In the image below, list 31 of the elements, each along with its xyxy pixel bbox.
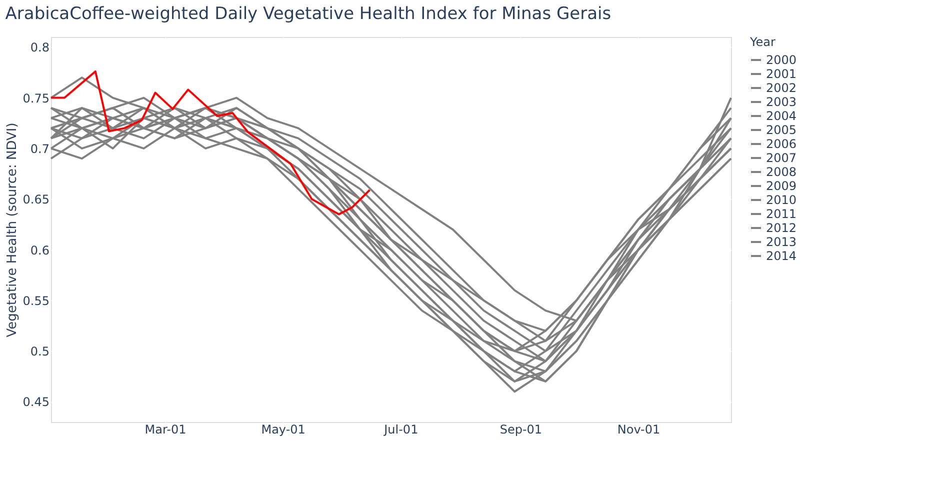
- y-tick-label: 0.75: [22, 91, 50, 106]
- y-tick-label: 0.6: [30, 243, 50, 258]
- x-tick-label: Jul-01: [383, 422, 418, 436]
- y-tick-label: 0.8: [30, 40, 50, 55]
- x-tick-label: Nov-01: [617, 422, 660, 436]
- legend-label: 2010: [766, 193, 797, 207]
- legend-label: 2002: [766, 81, 797, 95]
- legend-label: 2014: [766, 249, 797, 263]
- legend-label: 2011: [766, 207, 797, 221]
- legend-title: Year: [749, 35, 776, 49]
- legend-label: 2004: [766, 109, 797, 123]
- y-axis-title: Vegetative Health (source: NDVI): [4, 122, 20, 338]
- y-tick-label: 0.65: [22, 192, 50, 207]
- chart-title: ArabicaCoffee-weighted Daily Vegetative Health Index for Minas Gerais: [5, 4, 612, 24]
- y-tick-label: 0.55: [22, 294, 50, 308]
- legend-label: 2001: [766, 67, 797, 81]
- legend-label: 2008: [766, 165, 797, 179]
- y-tick-label: 0.5: [30, 344, 50, 359]
- legend-label: 2007: [766, 151, 797, 165]
- legend-label: 2003: [766, 95, 797, 109]
- x-tick-label: Mar-01: [144, 422, 186, 436]
- x-tick-label: May-01: [261, 422, 306, 436]
- legend-label: 2006: [766, 137, 797, 151]
- y-tick-label: 0.45: [22, 395, 50, 410]
- legend-label: 2012: [766, 221, 797, 235]
- legend-label: 2000: [766, 53, 797, 67]
- legend-label: 2005: [766, 123, 797, 137]
- legend-label: 2013: [766, 235, 797, 249]
- x-tick-label: Sep-01: [500, 422, 542, 436]
- legend-label: 2009: [766, 179, 797, 193]
- y-tick-label: 0.7: [30, 142, 50, 156]
